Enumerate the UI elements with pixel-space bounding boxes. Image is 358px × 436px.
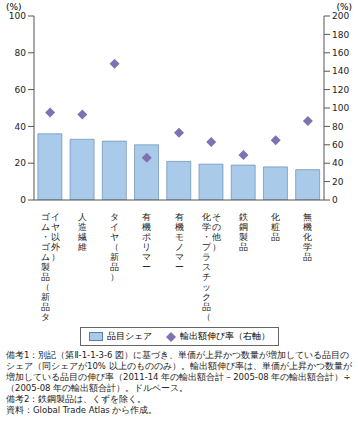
svg-text:化: 化 xyxy=(202,212,211,222)
svg-text:イ: イ xyxy=(110,222,119,232)
svg-text:有: 有 xyxy=(142,212,151,222)
svg-text:品: 品 xyxy=(271,232,280,242)
svg-text:ゴ: ゴ xyxy=(41,242,51,252)
svg-text:60: 60 xyxy=(15,85,27,95)
svg-text:20: 20 xyxy=(332,177,344,187)
svg-text:リ: リ xyxy=(142,242,151,252)
svg-text:0: 0 xyxy=(332,195,338,205)
svg-text:以: 以 xyxy=(51,232,60,242)
svg-text:）: ） xyxy=(110,272,119,282)
svg-text:100: 100 xyxy=(9,11,26,21)
svg-text:ヤ: ヤ xyxy=(51,222,60,232)
svg-text:品: 品 xyxy=(41,272,50,282)
svg-text:（: （ xyxy=(202,312,211,322)
svg-text:20: 20 xyxy=(15,158,27,168)
svg-text:無: 無 xyxy=(303,212,312,222)
svg-text:維: 維 xyxy=(77,242,87,252)
svg-text:・: ・ xyxy=(41,232,50,242)
svg-text:人: 人 xyxy=(78,212,87,222)
svg-text:マ: マ xyxy=(142,252,151,262)
svg-text:60: 60 xyxy=(332,140,344,150)
svg-text:40: 40 xyxy=(15,122,27,132)
svg-text:品: 品 xyxy=(110,262,119,272)
svg-text:80: 80 xyxy=(332,122,344,132)
svg-text:鉄: 鉄 xyxy=(239,212,248,222)
svg-text:（: （ xyxy=(110,242,119,252)
svg-text:他: 他 xyxy=(212,232,221,242)
svg-text:粧: 粧 xyxy=(271,222,280,232)
svg-text:造: 造 xyxy=(78,222,87,232)
html-text:輸出額伸び率（右軸）: 輸出額伸び率（右軸） xyxy=(179,331,270,341)
svg-text:品: 品 xyxy=(41,302,50,312)
svg-text:120: 120 xyxy=(332,85,349,95)
html-text:資料：Global Trade Atlas から作成。: 資料：Global Trade Atlas から作成。 xyxy=(6,405,158,415)
svg-text:ー: ー xyxy=(175,262,184,272)
svg-text:学: 学 xyxy=(303,242,312,252)
svg-text:）: ） xyxy=(212,242,221,252)
svg-text:チ: チ xyxy=(202,272,211,282)
svg-text:品: 品 xyxy=(202,302,211,312)
svg-text:（: （ xyxy=(41,282,50,292)
svg-text:ム: ム xyxy=(41,252,50,262)
svg-text:）: ） xyxy=(51,252,60,262)
svg-text:学: 学 xyxy=(202,222,211,232)
svg-text:160: 160 xyxy=(332,48,349,58)
svg-text:繊: 繊 xyxy=(77,232,87,242)
svg-text:化: 化 xyxy=(271,212,280,222)
svg-text:機: 機 xyxy=(142,222,151,232)
svg-text:0: 0 xyxy=(20,195,26,205)
svg-text:の: の xyxy=(212,222,221,232)
svg-text:新: 新 xyxy=(41,292,50,302)
svg-text:180: 180 xyxy=(332,30,349,40)
svg-text:機: 機 xyxy=(175,222,184,232)
svg-text:品: 品 xyxy=(303,252,312,262)
svg-text:外: 外 xyxy=(51,242,60,252)
svg-text:80: 80 xyxy=(15,48,27,58)
svg-text:ゴ: ゴ xyxy=(41,212,51,222)
svg-text:品: 品 xyxy=(239,242,248,252)
svg-text:プ: プ xyxy=(202,242,212,252)
svg-text:40: 40 xyxy=(332,158,344,168)
svg-text:・: ・ xyxy=(202,232,211,242)
svg-text:200: 200 xyxy=(332,11,349,21)
svg-text:タ: タ xyxy=(41,312,50,322)
svg-text:ノ: ノ xyxy=(175,242,184,252)
svg-text:鋼: 鋼 xyxy=(239,222,248,232)
svg-text:イ: イ xyxy=(51,212,60,222)
svg-text:製: 製 xyxy=(239,232,248,242)
svg-text:モ: モ xyxy=(175,232,184,242)
svg-text:タ: タ xyxy=(110,212,119,222)
svg-text:140: 140 xyxy=(332,66,349,76)
svg-text:マ: マ xyxy=(175,252,184,262)
svg-text:ー: ー xyxy=(142,262,151,272)
svg-text:ポ: ポ xyxy=(142,232,151,242)
svg-text:ッ: ッ xyxy=(202,282,211,292)
html-text:備考2：鉄鋼製品は、くずを除く。: 備考2：鉄鋼製品は、くずを除く。 xyxy=(6,394,147,404)
svg-text:製: 製 xyxy=(41,262,50,272)
svg-text:ス: ス xyxy=(202,262,211,272)
svg-text:有: 有 xyxy=(175,212,184,222)
svg-text:ヤ: ヤ xyxy=(110,232,119,242)
svg-text:100: 100 xyxy=(332,103,349,113)
svg-text:機: 機 xyxy=(303,222,312,232)
svg-text:化: 化 xyxy=(303,232,312,242)
svg-text:新: 新 xyxy=(110,252,119,262)
svg-text:ム: ム xyxy=(41,222,50,232)
svg-text:ク: ク xyxy=(202,292,211,302)
svg-text:ラ: ラ xyxy=(202,252,211,262)
svg-text:そ: そ xyxy=(212,212,221,222)
html-text:備考1：別記（第Ⅱ-1-1-3-6 図）に基づき、単価が上昇: 備考1：別記（第Ⅱ-1-1-3-6 図）に基づき、単価が上昇かつ数量が増加してい… xyxy=(6,350,352,393)
html-text:品目シェア: 品目シェア xyxy=(106,331,152,341)
